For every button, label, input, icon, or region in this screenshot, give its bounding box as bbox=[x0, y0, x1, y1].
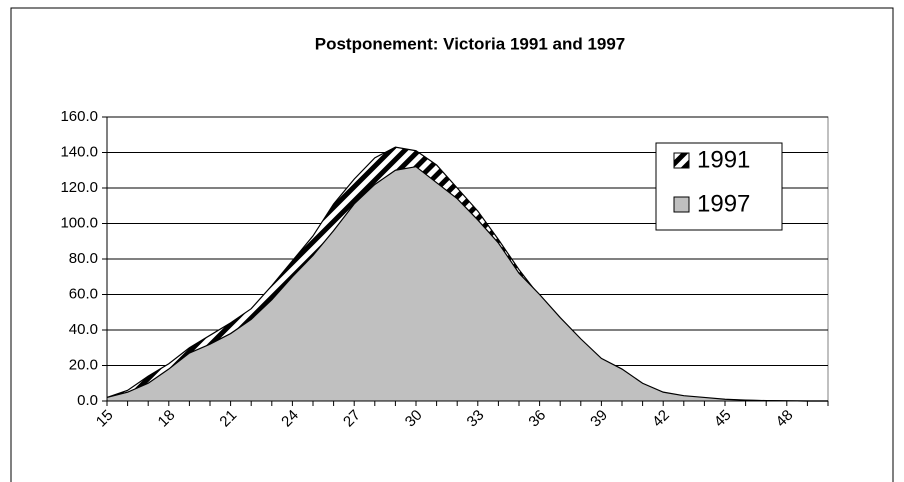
legend: 1991 1997 bbox=[655, 142, 783, 231]
legend-swatch bbox=[673, 152, 690, 169]
y-tick-label: 100.0 bbox=[60, 214, 98, 231]
legend-label: 1997 bbox=[697, 190, 750, 217]
y-tick-label: 160.0 bbox=[60, 108, 98, 125]
y-tick-label: 140.0 bbox=[60, 143, 98, 160]
y-tick-label: 20.0 bbox=[69, 356, 98, 373]
area-line bbox=[106, 166, 828, 402]
area bbox=[107, 166, 828, 401]
legend-label: 1991 bbox=[697, 146, 750, 173]
y-tick-label: 60.0 bbox=[69, 285, 98, 302]
y-tick-label: 0.0 bbox=[77, 392, 98, 409]
y-tick-label: 40.0 bbox=[69, 321, 98, 338]
legend-swatch bbox=[673, 196, 690, 213]
y-tick-label: 120.0 bbox=[60, 179, 98, 196]
chart-title: Postponement: Victoria 1991 and 1997 bbox=[315, 34, 626, 53]
y-tick-label: 80.0 bbox=[69, 250, 98, 267]
